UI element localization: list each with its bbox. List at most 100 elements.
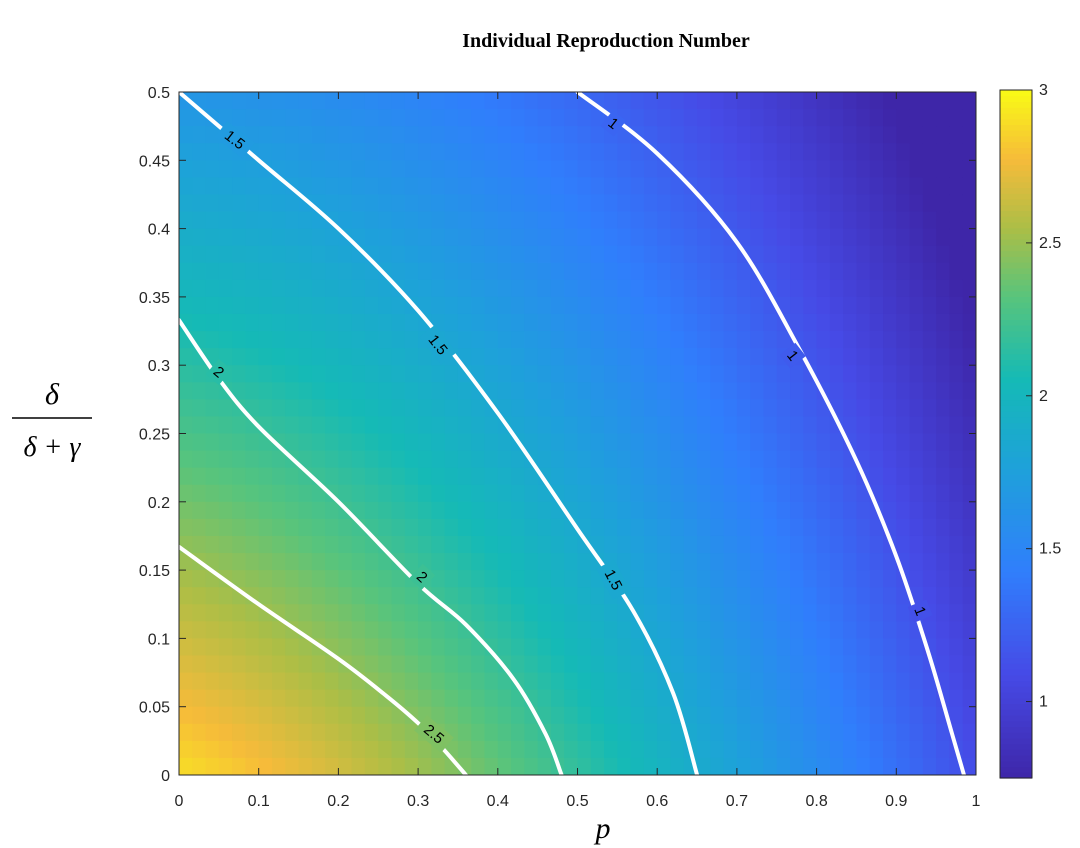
heatmap-cell xyxy=(192,740,207,759)
heatmap-cell xyxy=(325,313,339,332)
heatmap-cell xyxy=(218,740,233,759)
heatmap-cell xyxy=(962,194,976,213)
heatmap-cell xyxy=(391,296,406,315)
heatmap-cell xyxy=(763,365,778,383)
heatmap-cell xyxy=(657,621,672,639)
colorbar-segment xyxy=(1000,250,1032,257)
heatmap-cell xyxy=(418,313,432,332)
heatmap-cell xyxy=(736,740,751,759)
heatmap-cell xyxy=(670,313,685,332)
heatmap-cell xyxy=(311,399,326,418)
heatmap-cell xyxy=(657,92,672,110)
heatmap-cell xyxy=(657,553,672,571)
heatmap-cell xyxy=(218,450,233,469)
heatmap-cell xyxy=(590,262,605,281)
heatmap-cell xyxy=(590,672,605,691)
heatmap-cell xyxy=(604,211,618,230)
heatmap-cell xyxy=(896,723,911,742)
contour-label-gap xyxy=(214,121,255,159)
colorbar-segment xyxy=(1000,634,1032,641)
heatmap-cell xyxy=(471,518,486,537)
heatmap-cell xyxy=(816,109,831,127)
x-tick-label: 0.8 xyxy=(805,793,827,810)
heatmap-cell xyxy=(617,365,632,383)
heatmap-cell xyxy=(763,313,778,332)
heatmap-cell xyxy=(524,160,539,178)
heatmap-cell xyxy=(192,450,207,469)
heatmap-cell xyxy=(723,621,738,639)
heatmap-cell xyxy=(564,194,579,213)
heatmap-cell xyxy=(670,348,685,366)
heatmap-cell xyxy=(909,160,924,178)
heatmap-cell xyxy=(205,757,220,775)
heatmap-cell xyxy=(750,177,765,196)
heatmap-cell xyxy=(670,211,685,230)
heatmap-cell xyxy=(431,535,446,554)
heatmap-cell xyxy=(736,501,751,520)
heatmap-cell xyxy=(338,740,353,759)
heatmap-cell xyxy=(457,109,472,127)
heatmap-cell xyxy=(763,501,778,520)
heatmap-cell xyxy=(896,262,911,281)
heatmap-cell xyxy=(883,655,897,674)
heatmap-cell xyxy=(564,604,579,622)
heatmap-cell xyxy=(604,518,618,537)
heatmap-cell xyxy=(869,655,884,674)
heatmap-cell xyxy=(936,279,951,298)
heatmap-cell xyxy=(457,518,472,537)
heatmap-cell xyxy=(723,535,738,554)
heatmap-cell xyxy=(192,228,207,247)
heatmap-cell xyxy=(843,160,858,178)
heatmap-cell xyxy=(710,245,725,264)
heatmap-cell xyxy=(179,587,193,605)
heatmap-cell xyxy=(949,433,964,452)
heatmap-cell xyxy=(232,484,247,503)
heatmap-cell xyxy=(750,467,765,486)
heatmap-cell xyxy=(776,689,791,708)
heatmap-cell xyxy=(670,92,685,110)
heatmap-cell xyxy=(829,655,844,674)
heatmap-cell xyxy=(497,211,512,230)
heatmap-cell xyxy=(776,553,791,571)
heatmap-cell xyxy=(710,740,725,759)
heatmap-cell xyxy=(896,348,911,366)
heatmap-cell xyxy=(298,655,313,674)
heatmap-cell xyxy=(245,518,260,537)
heatmap-cell xyxy=(179,433,193,452)
colorbar-tick-label: 1.5 xyxy=(1039,541,1061,558)
heatmap-cell xyxy=(962,382,976,400)
heatmap-cell xyxy=(205,262,220,281)
heatmap-cell xyxy=(962,723,976,742)
heatmap-cell xyxy=(697,416,711,435)
heatmap-cell xyxy=(564,126,579,144)
heatmap-cell xyxy=(444,143,459,161)
heatmap-cell xyxy=(444,399,459,418)
heatmap-cell xyxy=(949,535,964,554)
heatmap-cell xyxy=(192,126,207,144)
heatmap-cell xyxy=(245,177,260,196)
heatmap-cell xyxy=(258,228,273,247)
heatmap-cell xyxy=(697,518,711,537)
colorbar-segment xyxy=(1000,262,1032,269)
heatmap-cell xyxy=(431,382,446,400)
heatmap-cell xyxy=(364,177,379,196)
heatmap-cell xyxy=(524,484,539,503)
heatmap-cell xyxy=(338,723,353,742)
heatmap-cell xyxy=(856,433,871,452)
heatmap-cell xyxy=(790,450,804,469)
heatmap-cell xyxy=(869,296,884,315)
heatmap-cell xyxy=(285,570,300,588)
heatmap-cell xyxy=(869,245,884,264)
heatmap-cell xyxy=(218,587,233,605)
heatmap-cell xyxy=(617,450,632,469)
y-tick-label: 0.15 xyxy=(139,563,170,580)
heatmap-cell xyxy=(856,689,871,708)
heatmap-cell xyxy=(856,143,871,161)
heatmap-cell xyxy=(418,143,432,161)
heatmap-cell xyxy=(311,757,326,775)
heatmap-cell xyxy=(896,689,911,708)
heatmap-cell xyxy=(604,484,618,503)
heatmap-cell xyxy=(736,706,751,725)
heatmap-cell xyxy=(179,296,193,315)
heatmap-cell xyxy=(829,109,844,127)
